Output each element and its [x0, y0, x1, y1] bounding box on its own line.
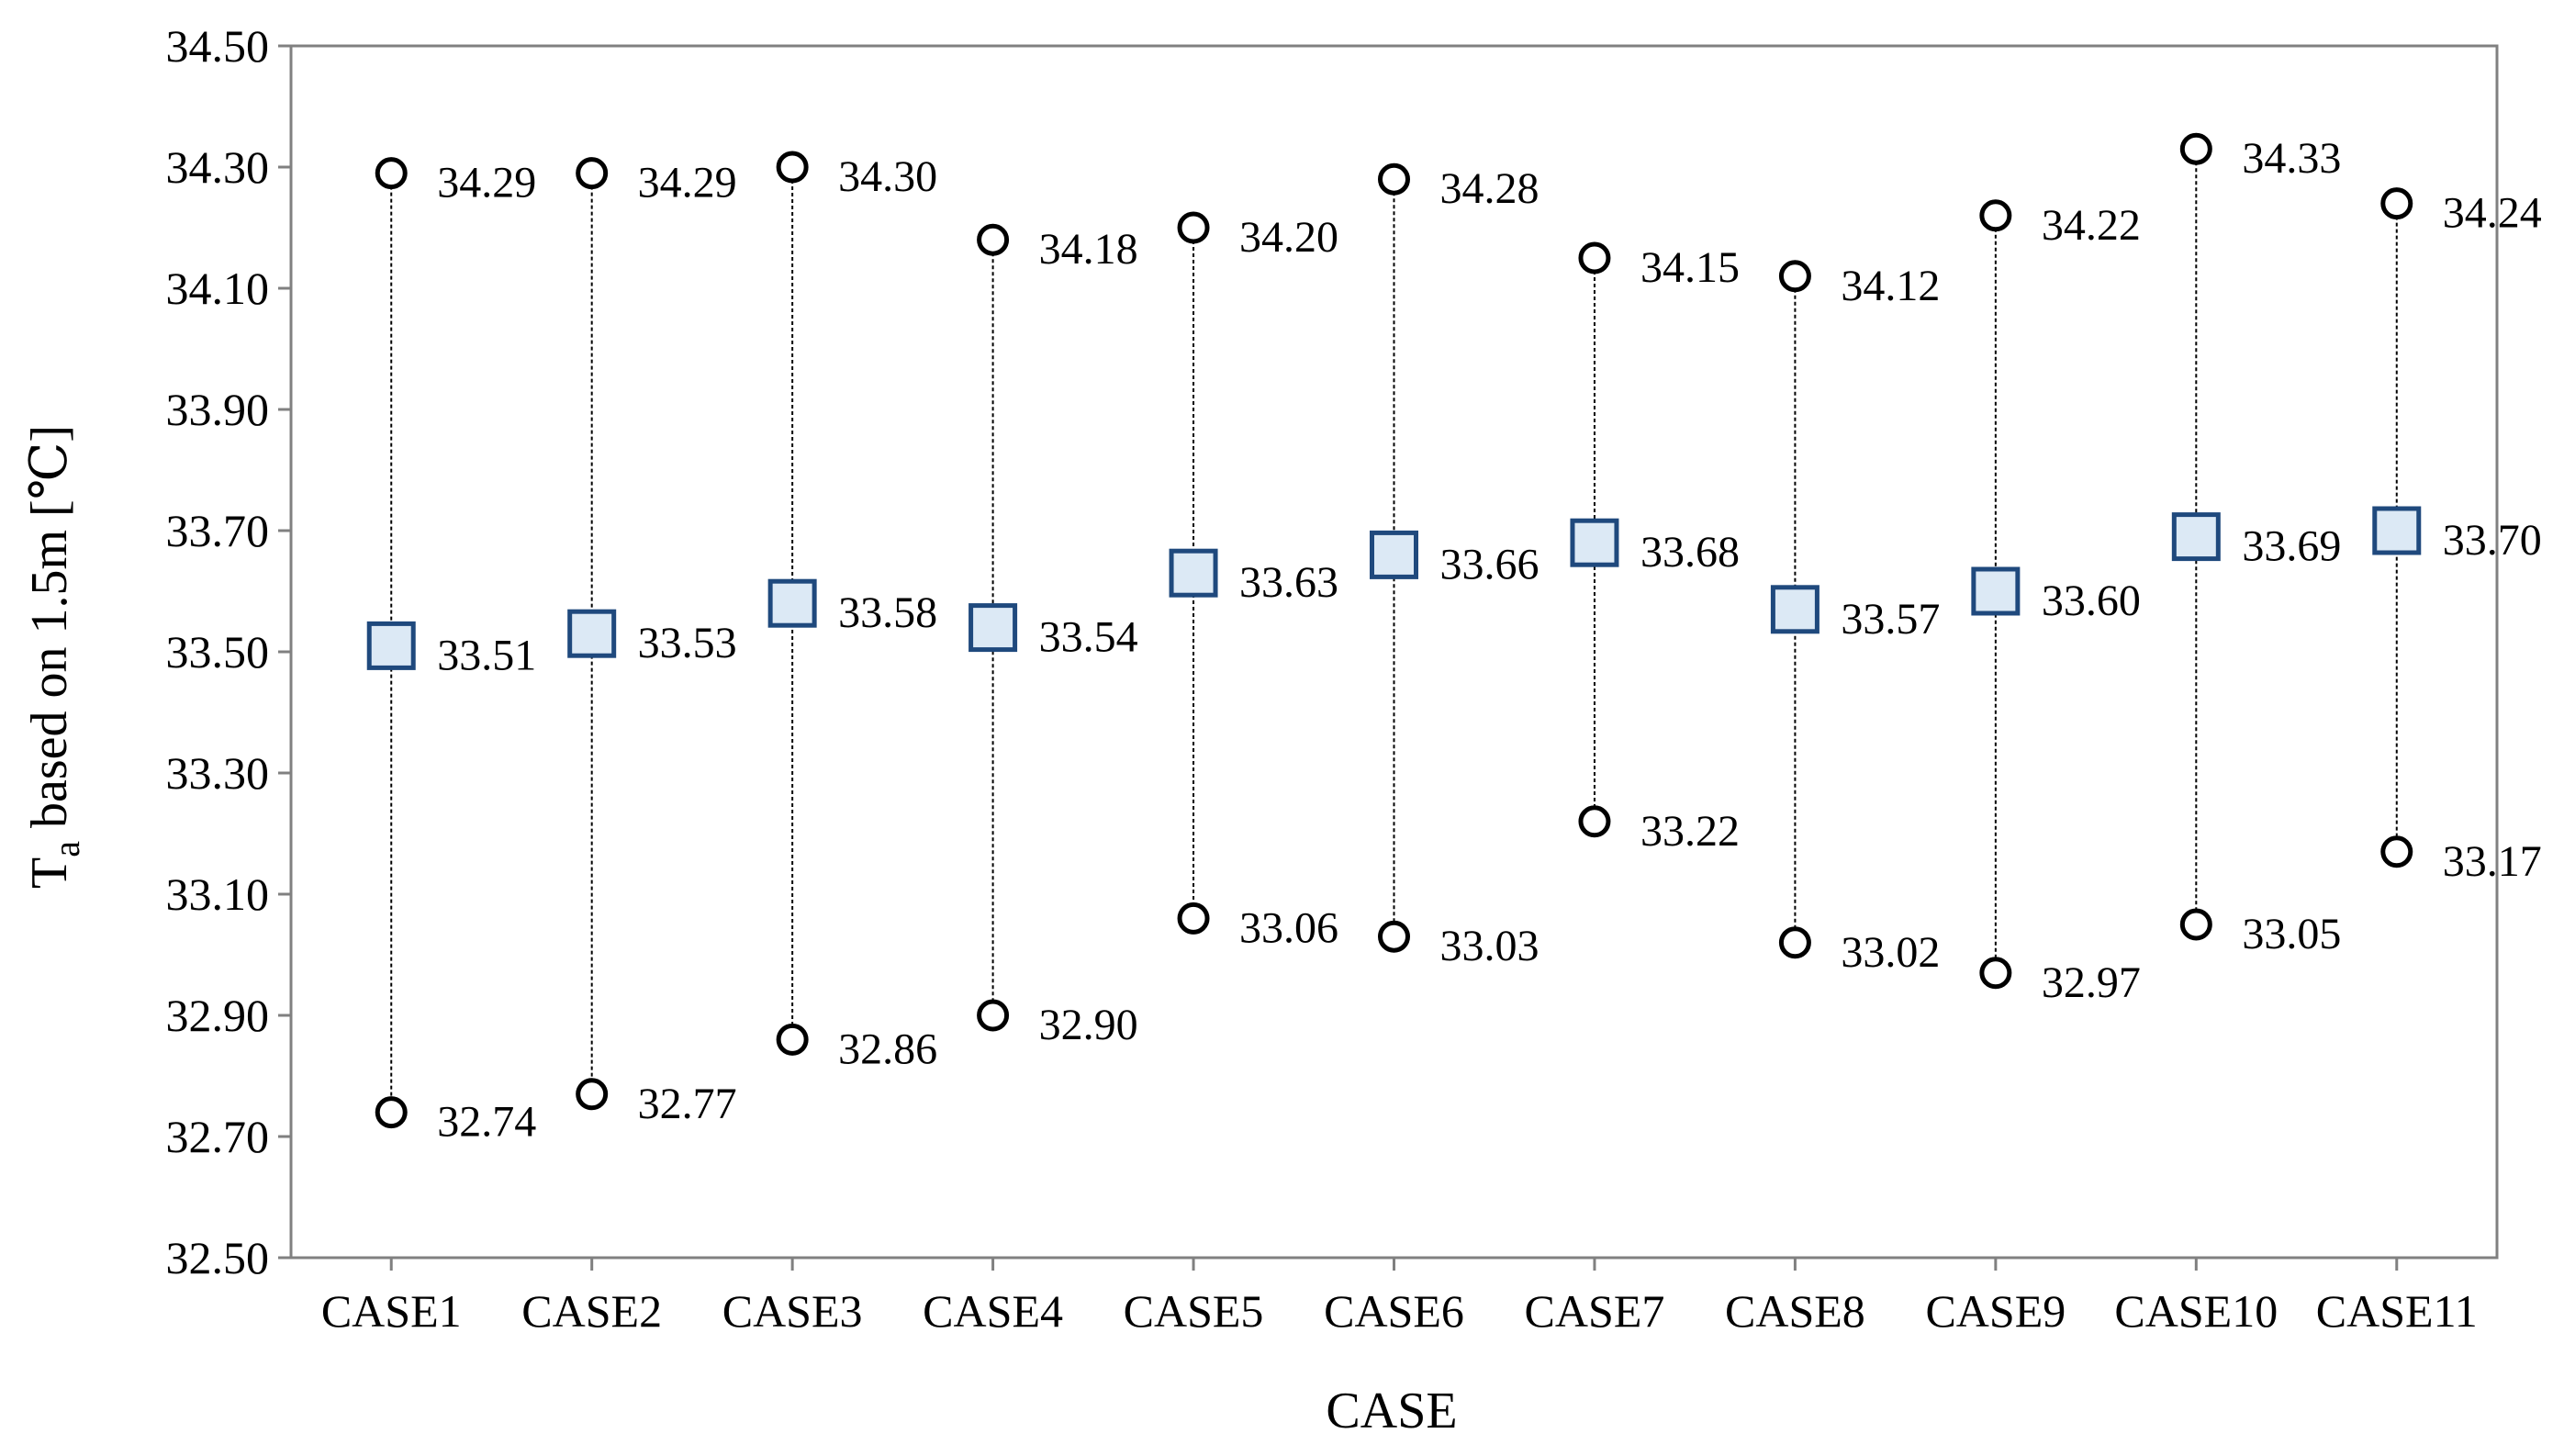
y-tick-label: 32.90 [166, 990, 270, 1041]
min-value-label: 32.86 [838, 1025, 937, 1073]
min-point [375, 1096, 408, 1129]
mean-point [2171, 512, 2221, 562]
x-tick-label: CASE10 [2114, 1285, 2278, 1337]
mean-value-label: 33.66 [1440, 540, 1540, 588]
max-point [776, 151, 809, 184]
min-value-label: 33.02 [1841, 928, 1940, 977]
x-tick-label: CASE1 [321, 1285, 462, 1337]
max-value-label: 34.18 [1039, 225, 1138, 274]
max-point [2179, 132, 2212, 165]
min-value-label: 32.74 [437, 1098, 536, 1147]
y-tick-label: 32.70 [166, 1111, 270, 1162]
max-value-label: 34.30 [838, 152, 937, 201]
max-value-label: 34.24 [2443, 189, 2542, 238]
x-axis-title: CASE [1326, 1383, 1457, 1439]
x-tick-label: CASE5 [1124, 1285, 1264, 1337]
max-value-label: 34.12 [1841, 262, 1940, 310]
mean-point [366, 621, 416, 670]
y-axis-title-rest: based on 1.5m [℃] [21, 425, 78, 841]
max-value-label: 34.29 [638, 159, 737, 207]
y-tick-label: 33.30 [166, 747, 270, 799]
min-point [2179, 908, 2212, 941]
y-axis-title: Ta based on 1.5m [℃] [21, 425, 87, 889]
y-tick-label: 32.50 [166, 1232, 270, 1283]
min-point [1378, 920, 1410, 953]
max-value-label: 34.22 [2042, 201, 2141, 250]
min-value-label: 33.17 [2443, 837, 2542, 886]
max-point [1578, 241, 1611, 274]
x-tick-label: CASE3 [722, 1285, 863, 1337]
max-value-label: 34.29 [437, 159, 536, 207]
min-point [1177, 902, 1210, 935]
y-axis-title-main: T [21, 857, 78, 889]
mean-value-label: 33.58 [838, 588, 937, 637]
mean-point [1570, 518, 1619, 567]
mean-point [767, 578, 817, 628]
x-tick-label: CASE9 [1925, 1285, 2066, 1337]
min-point [977, 999, 1010, 1032]
mean-value-label: 33.63 [1239, 558, 1338, 607]
max-value-label: 34.20 [1239, 213, 1338, 262]
mean-point [1169, 548, 1218, 598]
y-axis-title-subscript: a [46, 841, 87, 857]
max-value-label: 34.33 [2242, 134, 2341, 183]
data-label-layer: 34.29 33.51 32.74 34.29 33.53 32.77 34.30 33.58… [437, 134, 2542, 1146]
mean-point [1370, 530, 1418, 579]
max-value-label: 34.28 [1440, 164, 1540, 213]
max-point [2380, 187, 2413, 220]
y-tick-label: 34.30 [166, 141, 270, 193]
min-point [1578, 805, 1611, 838]
mean-value-label: 33.57 [1841, 595, 1940, 644]
x-tick-label: CASE7 [1525, 1285, 1665, 1337]
min-value-label: 33.06 [1239, 903, 1338, 952]
x-tick-label: CASE11 [2316, 1285, 2478, 1337]
x-tick-label: CASE6 [1324, 1285, 1464, 1337]
max-point [1979, 199, 2012, 232]
mean-value-label: 33.70 [2443, 516, 2542, 565]
max-point [1177, 211, 1210, 244]
series-layer [366, 132, 2422, 1129]
max-value-label: 34.15 [1640, 243, 1740, 292]
min-point [1778, 926, 1811, 959]
mean-point [567, 609, 617, 658]
max-point [977, 223, 1010, 256]
min-point [2380, 835, 2413, 868]
mean-point [2372, 506, 2422, 555]
min-point [776, 1023, 809, 1056]
mean-value-label: 33.54 [1039, 613, 1138, 662]
y-tick-label: 34.50 [166, 20, 270, 72]
min-point [1979, 957, 2012, 990]
max-point [375, 157, 408, 190]
mean-value-label: 33.69 [2242, 522, 2341, 571]
y-tick-label: 34.10 [166, 263, 270, 314]
max-point [1378, 162, 1410, 196]
min-value-label: 32.90 [1039, 1001, 1138, 1049]
mean-value-label: 33.51 [437, 631, 536, 679]
max-point [576, 157, 609, 190]
x-tick-label: CASE8 [1725, 1285, 1865, 1337]
min-value-label: 33.22 [1640, 807, 1740, 856]
min-value-label: 32.97 [2042, 958, 2141, 1007]
mean-value-label: 33.53 [638, 619, 737, 667]
mean-value-label: 33.60 [2042, 577, 2141, 625]
min-value-label: 32.77 [638, 1080, 737, 1128]
min-value-label: 33.03 [1440, 922, 1540, 970]
y-tick-label: 33.70 [166, 505, 270, 556]
x-tick-label: CASE2 [521, 1285, 662, 1337]
mean-point [1971, 566, 2021, 616]
y-tick-label: 33.10 [166, 868, 270, 920]
mean-point [968, 603, 1018, 653]
y-tick-label: 33.90 [166, 384, 270, 435]
mean-point [1770, 585, 1819, 634]
y-tick-label: 33.50 [166, 626, 270, 678]
axis-layer: 32.50 32.70 32.90 33.10 33.30 33.50 33.70 33.90… [166, 20, 2478, 1337]
x-tick-label: CASE4 [923, 1285, 1063, 1337]
min-point [576, 1078, 609, 1111]
mean-value-label: 33.68 [1640, 528, 1740, 577]
min-value-label: 33.05 [2242, 910, 2341, 958]
max-point [1778, 260, 1811, 293]
